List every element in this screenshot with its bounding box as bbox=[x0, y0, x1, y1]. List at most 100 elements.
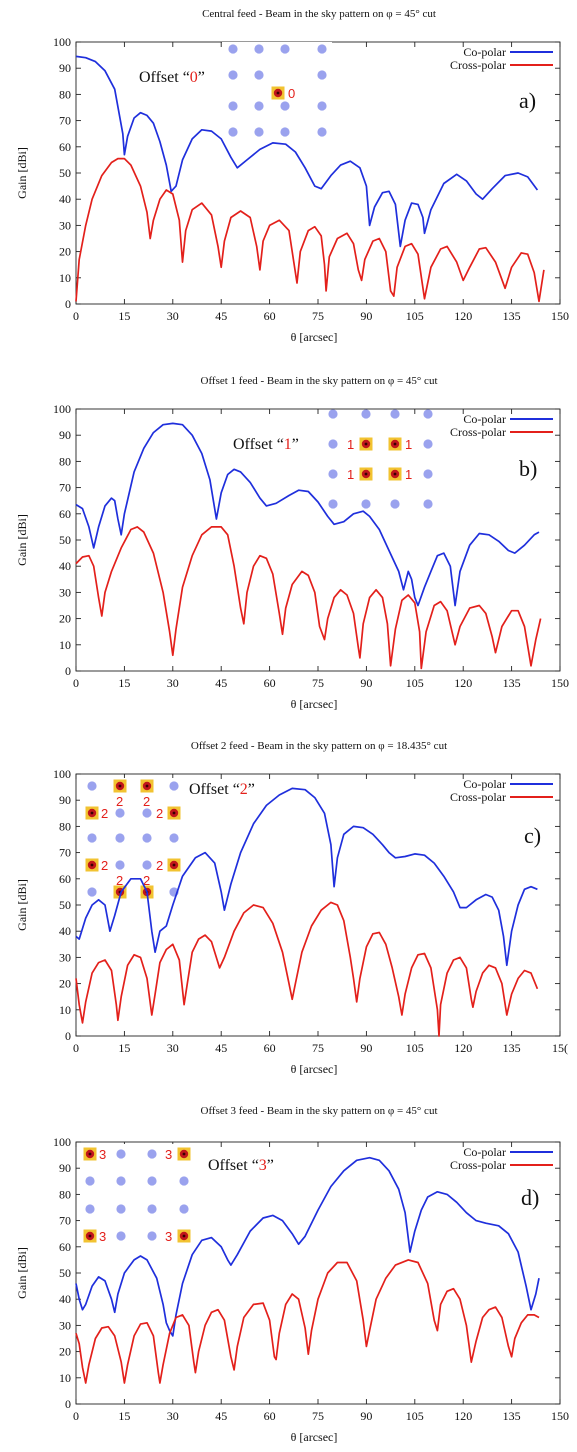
x-tick-label: 75 bbox=[312, 1409, 324, 1423]
y-tick-label: 40 bbox=[59, 1292, 71, 1306]
y-tick-label: 100 bbox=[53, 1135, 71, 1149]
x-tick-label: 135 bbox=[503, 309, 521, 323]
x-tick-label: 120 bbox=[454, 676, 472, 690]
y-tick-label: 0 bbox=[65, 1029, 71, 1043]
legend-label: Cross-polar bbox=[450, 790, 506, 804]
array-dot bbox=[147, 1149, 157, 1159]
array-dot bbox=[85, 1176, 95, 1186]
feed-center bbox=[118, 784, 122, 788]
feed-center bbox=[172, 863, 176, 867]
array-dot bbox=[254, 70, 264, 80]
array-dot bbox=[254, 101, 264, 111]
array-dot bbox=[328, 469, 338, 479]
x-tick-label: 15 bbox=[118, 1409, 130, 1423]
feed-center bbox=[172, 811, 176, 815]
y-tick-label: 80 bbox=[59, 819, 71, 833]
x-tick-label: 105 bbox=[406, 1041, 424, 1055]
array-dot bbox=[87, 781, 97, 791]
feed-number: 3 bbox=[165, 1147, 172, 1162]
cross-polar-line bbox=[75, 1259, 540, 1384]
array-dot bbox=[317, 127, 327, 137]
co-polar-line bbox=[75, 55, 539, 248]
y-tick-label: 70 bbox=[59, 114, 71, 128]
array-dot bbox=[116, 1204, 126, 1214]
y-tick-label: 40 bbox=[59, 192, 71, 206]
x-tick-label: 75 bbox=[312, 1041, 324, 1055]
x-tick-label: 90 bbox=[360, 309, 372, 323]
y-tick-label: 20 bbox=[59, 612, 71, 626]
array-dot bbox=[280, 44, 290, 54]
y-tick-label: 90 bbox=[59, 1161, 71, 1175]
co-polar-line bbox=[75, 1156, 540, 1337]
x-tick-label: 105 bbox=[406, 309, 424, 323]
array-dot bbox=[147, 1231, 157, 1241]
array-dot bbox=[115, 833, 125, 843]
x-tick-label: 30 bbox=[167, 1041, 179, 1055]
x-axis-label: θ [arcsec] bbox=[291, 1062, 338, 1076]
y-tick-label: 20 bbox=[59, 977, 71, 991]
y-tick-label: 0 bbox=[65, 1397, 71, 1411]
feed-number: 2 bbox=[156, 806, 163, 821]
y-tick-label: 70 bbox=[59, 846, 71, 860]
array-dot bbox=[228, 70, 238, 80]
feed-center bbox=[276, 91, 280, 95]
y-tick-label: 50 bbox=[59, 533, 71, 547]
x-tick-label: 45 bbox=[215, 1041, 227, 1055]
array-dot bbox=[142, 833, 152, 843]
array-dot bbox=[142, 808, 152, 818]
array-dot bbox=[85, 1204, 95, 1214]
chart-title: Offset 1 feed - Beam in the sky pattern … bbox=[201, 375, 438, 387]
array-dot bbox=[423, 499, 433, 509]
x-tick-label: 0 bbox=[73, 1409, 79, 1423]
offset-prefix: Offset “ bbox=[208, 1157, 259, 1174]
array-inset: 0 bbox=[222, 42, 332, 138]
panel-label: d) bbox=[521, 1185, 539, 1210]
chart-title: Offset 3 feed - Beam in the sky pattern … bbox=[201, 1105, 438, 1117]
array-dot bbox=[328, 499, 338, 509]
array-inset: 2 22 22 22 2 bbox=[80, 778, 188, 900]
feed-center bbox=[393, 472, 397, 476]
x-tick-label: 30 bbox=[167, 309, 179, 323]
array-dot bbox=[116, 1149, 126, 1159]
x-tick-label: 90 bbox=[360, 1041, 372, 1055]
array-dot bbox=[228, 44, 238, 54]
y-tick-label: 70 bbox=[59, 481, 71, 495]
feed-number: 3 bbox=[99, 1147, 106, 1162]
feed-number: 1 bbox=[405, 437, 412, 452]
y-tick-label: 10 bbox=[59, 1003, 71, 1017]
y-tick-label: 80 bbox=[59, 454, 71, 468]
x-tick-label: 135 bbox=[503, 676, 521, 690]
offset-value: 2 bbox=[240, 781, 248, 798]
array-dot bbox=[254, 127, 264, 137]
x-tick-label: 135 bbox=[503, 1041, 521, 1055]
array-dot bbox=[317, 101, 327, 111]
x-tick-label: 15 bbox=[118, 676, 130, 690]
chart-panel-b: Offset 1 feed - Beam in the sky pattern … bbox=[15, 375, 569, 711]
array-dot bbox=[390, 409, 400, 419]
feed-center bbox=[88, 1152, 92, 1156]
x-tick-label: 60 bbox=[264, 676, 276, 690]
array-dot bbox=[317, 44, 327, 54]
array-dot bbox=[142, 860, 152, 870]
x-tick-label: 60 bbox=[264, 309, 276, 323]
y-tick-label: 90 bbox=[59, 428, 71, 442]
y-tick-label: 100 bbox=[53, 402, 71, 416]
x-tick-label: 90 bbox=[360, 676, 372, 690]
x-tick-label: 75 bbox=[312, 309, 324, 323]
x-tick-label: 15( bbox=[552, 1041, 568, 1055]
x-tick-label: 0 bbox=[73, 676, 79, 690]
y-tick-label: 60 bbox=[59, 1240, 71, 1254]
legend-label: Co-polar bbox=[463, 412, 506, 426]
x-axis-label: θ [arcsec] bbox=[291, 330, 338, 344]
y-tick-label: 50 bbox=[59, 898, 71, 912]
feed-center bbox=[182, 1152, 186, 1156]
y-tick-label: 100 bbox=[53, 767, 71, 781]
x-tick-label: 30 bbox=[167, 676, 179, 690]
y-tick-label: 90 bbox=[59, 793, 71, 807]
x-tick-label: 75 bbox=[312, 676, 324, 690]
y-tick-label: 30 bbox=[59, 950, 71, 964]
y-tick-label: 70 bbox=[59, 1214, 71, 1228]
